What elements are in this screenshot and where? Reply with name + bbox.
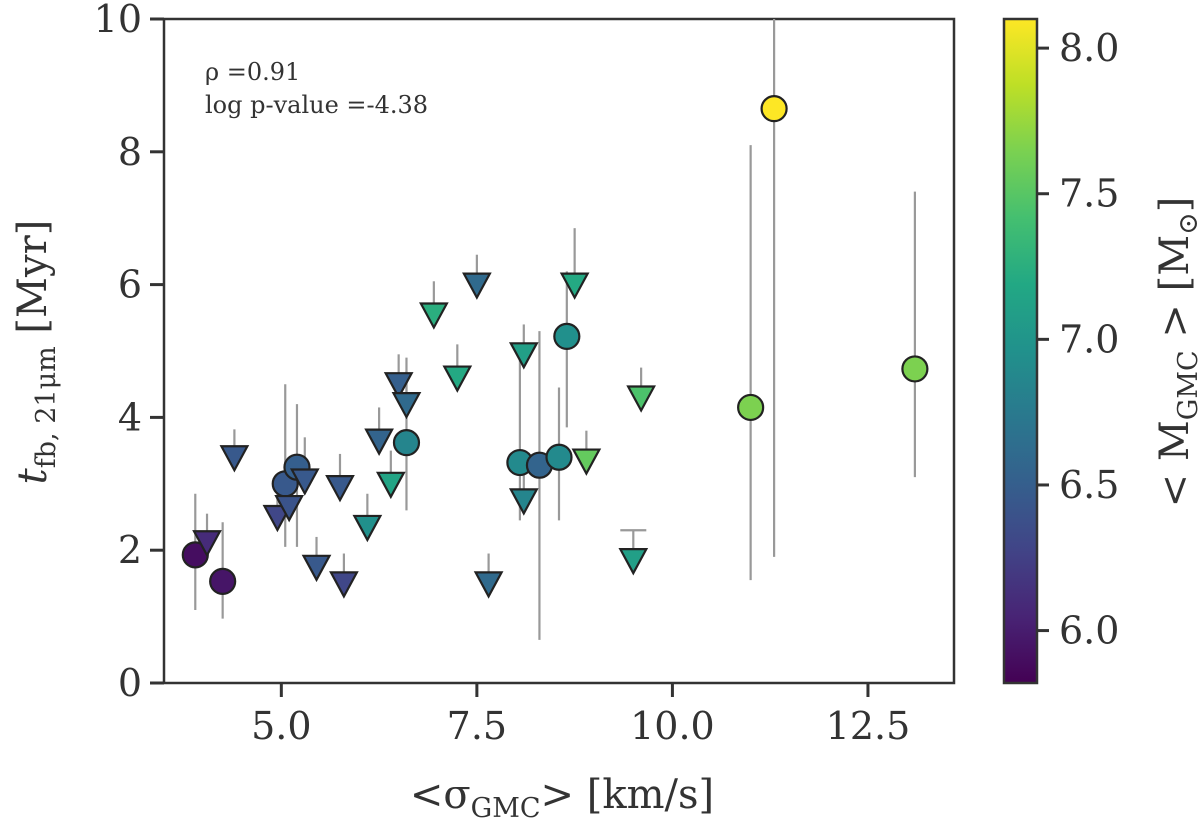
y-tick-label: 8 (118, 130, 142, 174)
x-tick-label: 12.5 (826, 704, 911, 748)
x-tick-label: 7.5 (447, 704, 507, 748)
data-point-triangle (352, 514, 383, 543)
data-point-circle (760, 95, 788, 123)
data-point-triangle (219, 445, 250, 473)
data-point-triangle (391, 392, 422, 420)
colorbar-ticks: 6.0 6.5 7.0 7.5 8.0 (1037, 26, 1119, 653)
colorbar-tick-label: 7.5 (1059, 172, 1119, 216)
data-point-triangle (559, 272, 590, 300)
colorbar-label-end: ] (1152, 197, 1198, 213)
x-tick-label: 10.0 (630, 704, 715, 748)
data-point-triangle (462, 272, 492, 300)
colorbar (1002, 17, 1039, 685)
x-axis-label-pre: <σ (410, 772, 471, 818)
y-tick-label: 10 (94, 0, 142, 41)
data-point-triangle (473, 571, 504, 599)
data-point-triangle (289, 468, 320, 496)
data-point-circle (392, 429, 421, 457)
data-point-triangle (301, 554, 332, 583)
x-axis-label-sub: GMC (471, 793, 541, 821)
colorbar-tick-label: 8.0 (1059, 26, 1119, 70)
colorbar-tick-label: 6.5 (1059, 463, 1119, 507)
data-point-triangle (571, 448, 602, 476)
data-point-triangle (329, 571, 359, 599)
data-point-circle (737, 393, 765, 422)
data-markers (181, 95, 929, 599)
data-point-triangle (626, 385, 656, 413)
plot-area-frame (162, 17, 956, 685)
colorbar-tick-label: 7.0 (1059, 317, 1119, 361)
data-point-triangle (274, 494, 304, 523)
y-axis-label-main: t (10, 467, 56, 484)
y-axis-label: tfb, 21μm [Myr] (10, 220, 62, 485)
data-point-circle (209, 567, 237, 596)
colorbar-label-sub: GMC (1173, 350, 1200, 420)
x-axis-label-post: > [km/s] (541, 772, 715, 818)
data-point-circle (901, 355, 929, 383)
data-point-circle (545, 443, 573, 471)
data-point-triangle (442, 365, 473, 393)
x-axis-ticks: 5.0 7.5 10.0 12.5 (251, 683, 910, 748)
data-point-triangle (508, 488, 539, 516)
y-tick-label: 0 (118, 661, 142, 705)
annotation-p-value: log p-value =-4.38 (205, 91, 428, 119)
data-point-triangle (325, 475, 355, 503)
data-point-triangle (618, 548, 649, 576)
y-tick-label: 2 (118, 528, 142, 572)
y-axis-label-post: [Myr] (10, 220, 56, 347)
data-point-triangle (192, 530, 222, 558)
y-tick-label: 4 (118, 395, 142, 439)
data-point-circle (553, 322, 581, 350)
y-axis-label-sub: fb, 21μm (31, 346, 62, 468)
data-point-triangle (419, 302, 449, 330)
colorbar-tick-label: 6.0 (1059, 609, 1119, 653)
data-point-triangle (383, 372, 414, 400)
colorbar-label-post: > [M (1152, 235, 1198, 351)
colorbar-label: < MGMC > [M⊙] (1152, 197, 1200, 508)
x-tick-label: 5.0 (251, 704, 311, 748)
x-axis-label: <σGMC> [km/s] (410, 772, 714, 821)
y-axis-ticks: 0 2 4 6 8 10 (94, 0, 164, 705)
data-point-triangle (375, 471, 406, 500)
colorbar-label-pre: < M (1152, 420, 1198, 507)
colorbar-label-sun: ⊙ (1173, 212, 1200, 235)
annotation-rho: ρ =0.91 (205, 58, 300, 86)
data-point-triangle (364, 428, 394, 456)
y-tick-label: 6 (118, 263, 142, 307)
data-point-triangle (508, 342, 539, 370)
